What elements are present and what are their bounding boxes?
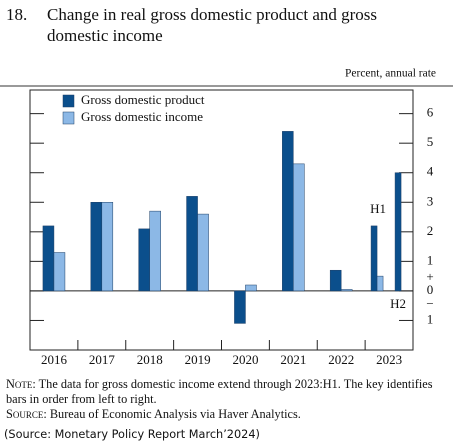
y-tick-label: 2 — [427, 223, 434, 238]
bar — [149, 210, 161, 292]
y-tick-label: 6 — [427, 105, 434, 120]
legend-label: Gross domestic income — [81, 109, 203, 124]
bar — [370, 225, 378, 292]
x-tick-label: 2022 — [328, 352, 354, 367]
bar — [101, 202, 114, 292]
zero-sign-minus: − — [426, 296, 433, 311]
x-tick-label: 2020 — [232, 352, 258, 367]
y-tick-label: 0 — [427, 282, 434, 297]
bar — [245, 284, 257, 292]
y-tick-label: 4 — [427, 164, 434, 179]
bar — [293, 163, 305, 292]
x-tick-label: 2018 — [137, 352, 163, 367]
y-tick-label: 3 — [427, 193, 434, 208]
bar — [53, 252, 66, 292]
bar — [186, 196, 198, 292]
caption: (Source: Monetary Policy Report March’20… — [4, 428, 260, 441]
source-text: Bureau of Economic Analysis via Haver An… — [49, 407, 301, 421]
note: Note: The data for gross domestic income… — [6, 377, 451, 407]
source-lead: Source: — [6, 407, 47, 421]
bar — [329, 269, 342, 292]
x-tick-label: 2019 — [185, 352, 211, 367]
x-tick-label: 2017 — [89, 352, 116, 367]
unit-label: Percent, annual rate — [345, 68, 436, 80]
bar — [197, 213, 209, 292]
legend-swatch — [62, 111, 75, 125]
chart-title: Change in real gross domestic product an… — [47, 5, 378, 45]
y-tick-label: 1 — [427, 252, 434, 267]
y-tick-label: 5 — [427, 134, 434, 149]
note-lead: Note: — [6, 377, 36, 391]
legend-swatch — [62, 94, 75, 108]
source: Source: Bureau of Economic Analysis via … — [6, 407, 451, 422]
bar — [340, 289, 353, 292]
h1-label: H1 — [370, 201, 386, 216]
bar — [282, 131, 294, 292]
x-tick-label: 2016 — [41, 352, 68, 367]
legend-label: Gross domestic product — [81, 92, 205, 107]
y-tick-label: 1 — [427, 311, 434, 326]
bar — [376, 275, 384, 292]
chart-number: 18. — [6, 5, 28, 24]
bar — [42, 225, 55, 292]
bar — [138, 228, 150, 292]
zero-sign-plus: + — [426, 269, 433, 284]
x-tick-label: 2021 — [280, 352, 306, 367]
x-tick-label: 2023 — [376, 352, 402, 367]
notes: Note: The data for gross domestic income… — [6, 377, 451, 422]
bar — [394, 172, 402, 292]
bar — [90, 202, 103, 292]
note-text: The data for gross domestic income exten… — [6, 377, 433, 406]
bar — [234, 290, 246, 324]
plot-frame — [29, 89, 414, 351]
h2-label: H2 — [390, 296, 406, 311]
